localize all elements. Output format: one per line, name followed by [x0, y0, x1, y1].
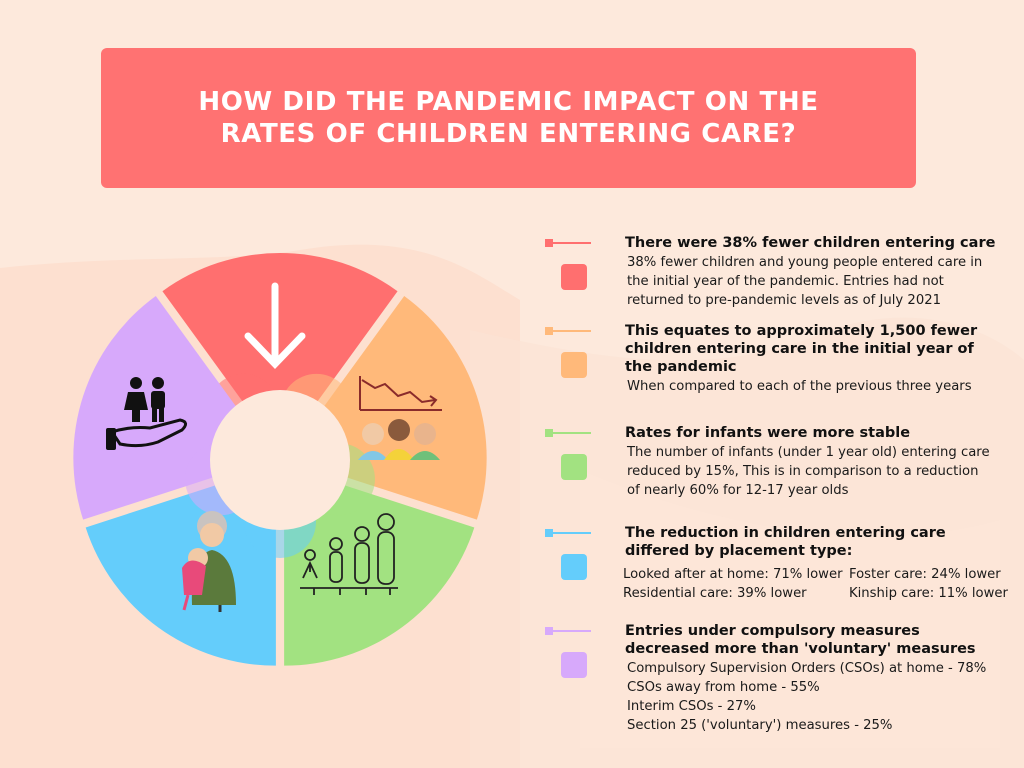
item-heading: There were 38% fewer children entering c…	[625, 235, 996, 251]
item-heading-line: the pandemic	[625, 359, 737, 375]
children-hand-icon	[106, 377, 187, 450]
line-marker	[545, 627, 591, 635]
item-body-line: CSOs away from home - 55%	[627, 680, 820, 695]
segment-blue	[85, 465, 276, 666]
line-marker	[545, 239, 591, 247]
item-heading: This equates to approximately 1,500 fewe…	[625, 322, 977, 376]
color-square	[561, 454, 587, 480]
info-item: Entries under compulsory measures decreas…	[545, 622, 1015, 752]
item-heading-line: Entries under compulsory measures	[625, 623, 920, 639]
item-heading-line: decreased more than 'voluntary' measures	[625, 641, 976, 657]
down-arrow-icon	[244, 282, 306, 370]
grandparent-hug-icon	[182, 511, 236, 612]
item-body: When compared to each of the previous th…	[627, 377, 972, 396]
item-body-line: When compared to each of the previous th…	[627, 379, 972, 394]
placement-stat: Foster care: 24% lower	[849, 567, 1001, 582]
declining-chart-people-icon	[358, 376, 442, 460]
line-marker	[545, 529, 591, 537]
info-item: Rates for infants were more stable The nu…	[545, 424, 1015, 554]
item-body: The number of infants (under 1 year old)…	[627, 443, 990, 500]
item-heading: The reduction in children entering care d…	[625, 524, 946, 560]
item-heading-line: The reduction in children entering care	[625, 525, 946, 541]
color-square	[561, 264, 587, 290]
item-body-line: Section 25 ('voluntary') measures - 25%	[627, 718, 893, 733]
item-body-line: Interim CSOs - 27%	[627, 699, 756, 714]
item-body-line: the initial year of the pandemic. Entrie…	[627, 274, 944, 289]
color-square	[561, 554, 587, 580]
item-body-line: returned to pre-pandemic levels as of Ju…	[627, 293, 941, 308]
color-square	[561, 652, 587, 678]
placement-stat: Residential care: 39% lower	[623, 586, 807, 601]
line-marker	[545, 327, 591, 335]
info-item: There were 38% fewer children entering c…	[545, 234, 1015, 364]
placement-stat: Kinship care: 11% lower	[849, 586, 1008, 601]
item-body-line: of nearly 60% for 12-17 year olds	[627, 483, 849, 498]
segment-red	[162, 253, 398, 453]
item-body: Compulsory Supervision Orders (CSOs) at …	[627, 659, 986, 735]
item-heading: Entries under compulsory measures decreas…	[625, 622, 976, 658]
item-heading: Rates for infants were more stable	[625, 425, 911, 441]
segment-green	[284, 465, 475, 666]
item-heading-line: This equates to approximately 1,500 fewe…	[625, 323, 978, 339]
page-title: HOW DID THE PANDEMIC IMPACT ON THE RATES…	[198, 87, 819, 149]
item-heading-line: children entering care in the initial ye…	[625, 341, 974, 357]
title-banner: HOW DID THE PANDEMIC IMPACT ON THE RATES…	[101, 48, 916, 188]
item-body-line: reduced by 15%, This is in comparison to…	[627, 464, 979, 479]
info-item: This equates to approximately 1,500 fewe…	[545, 322, 1015, 452]
growth-figures-icon	[300, 513, 398, 595]
segmented-circle	[73, 253, 487, 666]
item-heading-line: differed by placement type:	[625, 543, 853, 559]
item-body-line: 38% fewer children and young people ente…	[627, 255, 983, 270]
item-body-line: Compulsory Supervision Orders (CSOs) at …	[627, 661, 987, 676]
item-body: 38% fewer children and young people ente…	[627, 253, 982, 310]
line-marker	[545, 429, 591, 437]
center-hole	[210, 390, 350, 530]
placement-stat: Looked after at home: 71% lower	[623, 567, 843, 582]
color-square	[561, 352, 587, 378]
info-item: The reduction in children entering care d…	[545, 524, 1015, 654]
item-body-line: The number of infants (under 1 year old)…	[627, 445, 990, 460]
